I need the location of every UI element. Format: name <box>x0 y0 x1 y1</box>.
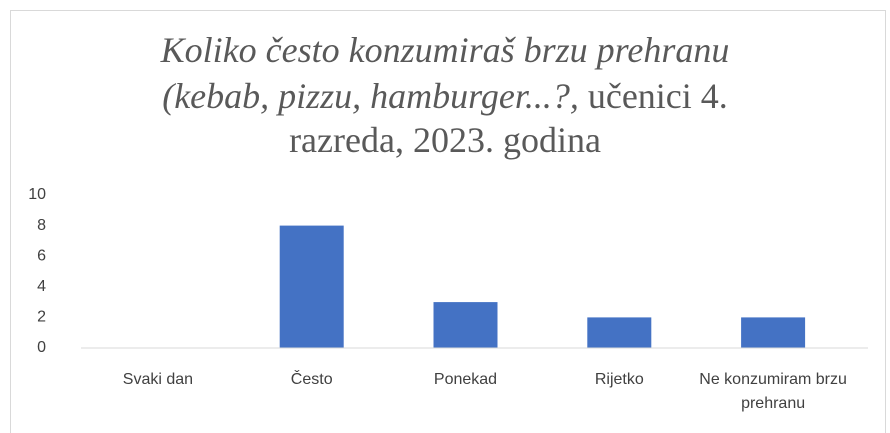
y-tick-label: 0 <box>37 339 46 356</box>
x-tick-label: Ne konzumiram brzu prehranu <box>699 371 847 412</box>
y-tick-label: 8 <box>37 217 46 234</box>
chart-title: (kebab, pizzu, hamburger...?, učenici 4. <box>162 76 728 116</box>
y-tick-label: 6 <box>37 247 46 264</box>
bar <box>741 317 806 348</box>
y-tick-label: 2 <box>37 309 46 326</box>
y-tick-label: 10 <box>28 186 46 203</box>
title-part: Koliko često konzumiraš brzu prehranu <box>160 30 730 70</box>
x-tick-label: Često <box>290 371 333 388</box>
y-tick-label: 4 <box>37 278 46 295</box>
x-tick-label: Ponekad <box>433 371 498 388</box>
title-part: razreda, 2023. godina <box>289 120 601 160</box>
title-part: učenici 4. <box>579 76 728 116</box>
bar <box>433 302 498 348</box>
chart-border <box>10 10 886 433</box>
x-tick-label: Svaki dan <box>122 371 194 388</box>
chart-title: razreda, 2023. godina <box>289 120 601 160</box>
chart-title: Koliko često konzumiraš brzu prehranu <box>160 30 730 70</box>
bar <box>279 225 344 348</box>
x-tick-label: Rijetko <box>594 371 644 388</box>
title-part: (kebab, pizzu, hamburger...?, <box>162 76 579 116</box>
bar <box>587 317 652 348</box>
